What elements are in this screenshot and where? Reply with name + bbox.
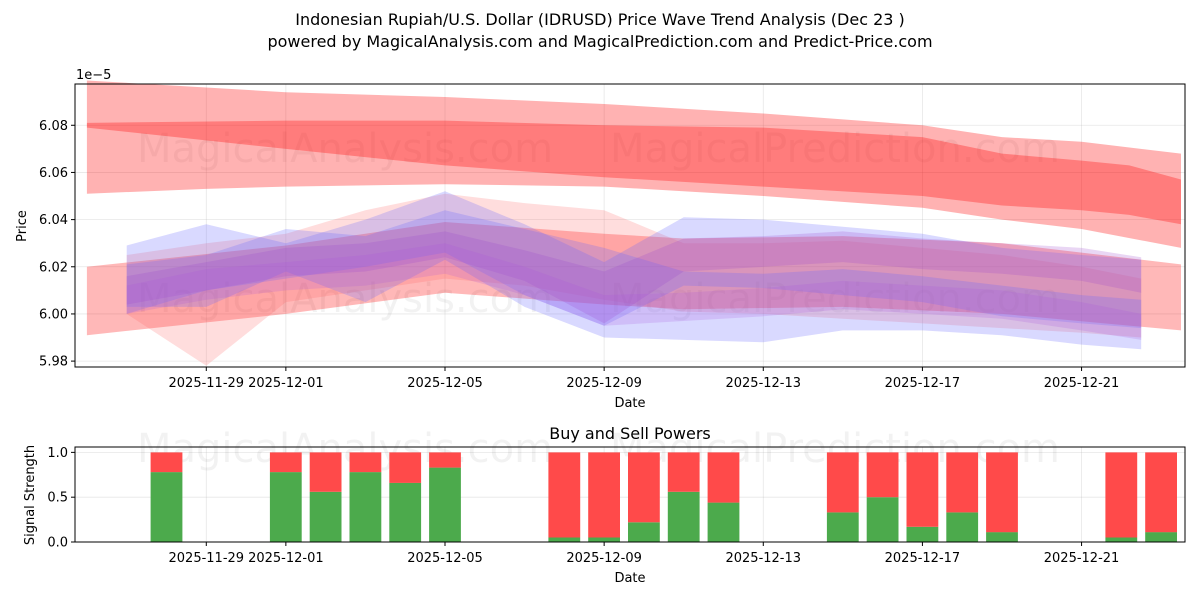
buy-power-bar <box>826 512 859 542</box>
buy-power-bar <box>707 502 740 542</box>
price-band-blue-band-1 <box>126 191 1142 329</box>
watermark-text: MagicalAnalysis.com <box>137 426 553 472</box>
buy-power-bar <box>667 491 700 542</box>
price-band-purple-band-1 <box>126 231 1142 324</box>
price-x-label: Date <box>614 396 645 411</box>
price-offset-label: 1e−5 <box>76 68 111 83</box>
buy-power-bar <box>349 472 382 542</box>
signal-x-tick-label: 2025-12-17 <box>885 551 961 566</box>
price-plot-area <box>75 84 1185 367</box>
sell-power-bar <box>150 452 183 473</box>
buy-power-bar <box>628 522 660 542</box>
price-y-tick-label: 6.04 <box>39 213 68 228</box>
signal-y-ticks: 0.0 0.5 1.0 <box>47 446 75 551</box>
price-axes-frame <box>74 83 1186 368</box>
buy-power-bar <box>548 537 581 542</box>
price-watermarks: MagicalAnalysis.com MagicalPrediction.com… <box>137 126 1060 322</box>
buy-power-bar <box>866 497 899 542</box>
sell-power-bar <box>667 452 700 492</box>
chart-title-line1: Indonesian Rupiah/U.S. Dollar (IDRUSD) P… <box>295 10 905 29</box>
sell-power-bar <box>826 452 859 513</box>
price-x-tick-label: 2025-12-05 <box>407 376 483 391</box>
price-x-tick-label: 2025-12-13 <box>725 376 801 391</box>
sell-power-bar <box>548 452 581 538</box>
price-band-red-mid-band <box>86 222 1181 336</box>
price-y-tick-label: 6.06 <box>39 166 68 181</box>
signal-bars <box>150 452 1177 542</box>
signal-x-tick-label: 2025-12-21 <box>1044 551 1120 566</box>
sell-power-bar <box>389 452 422 483</box>
signal-x-tick-label: 2025-12-09 <box>566 551 642 566</box>
price-band-red-light-band <box>126 193 1142 366</box>
signal-axes-frame <box>74 446 1186 543</box>
sell-power-bar <box>986 452 1018 533</box>
signal-x-tick-label: 2025-12-13 <box>725 551 801 566</box>
price-x-tick-label: 2025-12-21 <box>1044 376 1120 391</box>
sell-power-bar <box>946 452 979 513</box>
sell-power-bar <box>628 452 660 523</box>
price-x-tick-label: 2025-12-09 <box>566 376 642 391</box>
sell-power-bar <box>1145 452 1177 533</box>
sell-power-bar <box>309 452 342 492</box>
buy-power-bar <box>1145 532 1177 542</box>
chart-title-line2: powered by MagicalAnalysis.com and Magic… <box>267 32 932 51</box>
price-band-red-wide-band <box>86 80 1181 248</box>
price-x-tick-label: 2025-12-17 <box>885 376 961 391</box>
price-x-tick-label: 2025-12-01 <box>248 376 324 391</box>
signal-x-tick-label: 2025-11-29 <box>169 551 245 566</box>
buy-power-bar <box>389 482 422 542</box>
price-grid <box>75 84 1185 367</box>
sell-power-bar <box>429 452 461 468</box>
watermark-text: MagicalAnalysis.com <box>137 126 553 172</box>
sell-power-bar <box>349 452 382 473</box>
buy-power-bar <box>986 532 1018 542</box>
buy-power-bar <box>429 467 461 542</box>
price-y-tick-label: 5.98 <box>39 355 68 370</box>
price-x-ticks: 2025-11-29 2025-12-01 2025-12-05 2025-12-09… <box>169 367 1120 391</box>
watermark-text: MagicalPrediction.com <box>610 276 1060 322</box>
sell-power-bar <box>866 452 899 498</box>
price-axes: MagicalAnalysis.com MagicalPrediction.com… <box>15 68 1186 411</box>
price-x-tick-label: 2025-11-29 <box>169 376 245 391</box>
signal-x-tick-label: 2025-12-01 <box>248 551 324 566</box>
buy-power-bar <box>269 472 302 542</box>
price-y-tick-label: 6.02 <box>39 260 68 275</box>
sell-power-bar <box>1105 452 1138 538</box>
sell-power-bar <box>707 452 740 503</box>
signal-x-label: Date <box>614 571 645 586</box>
signal-y-tick-label: 1.0 <box>47 446 68 461</box>
signal-y-tick-label: 0.0 <box>47 536 68 551</box>
price-band-blue-band-2 <box>126 210 1142 350</box>
price-y-ticks: 5.98 6.00 6.02 6.04 6.06 6.08 <box>39 119 75 370</box>
signal-y-tick-label: 0.5 <box>47 491 68 506</box>
buy-power-bar <box>946 512 979 542</box>
signal-x-ticks: 2025-11-29 2025-12-01 2025-12-05 2025-12-09… <box>169 542 1120 566</box>
watermark-text: MagicalAnalysis.com <box>137 276 553 322</box>
signal-y-label: Signal Strength <box>23 445 38 545</box>
sell-power-bar <box>906 452 939 527</box>
buy-power-bar <box>309 491 342 542</box>
signal-chart-title: Buy and Sell Powers <box>549 424 711 443</box>
buy-power-bar <box>1105 537 1138 542</box>
price-bands <box>86 80 1181 366</box>
price-y-label: Price <box>15 210 30 242</box>
signal-x-tick-label: 2025-12-05 <box>407 551 483 566</box>
signal-axes: Buy and Sell Powers MagicalAnalysis.com M… <box>23 424 1186 586</box>
buy-power-bar <box>150 472 183 542</box>
price-band-purple-band-2 <box>126 243 1142 340</box>
buy-power-bar <box>906 526 939 542</box>
sell-power-bar <box>588 452 620 538</box>
price-band-red-core-band <box>86 120 1181 225</box>
sell-power-bar <box>269 452 302 473</box>
price-y-tick-label: 6.00 <box>39 307 68 322</box>
price-y-tick-label: 6.08 <box>39 119 68 134</box>
watermark-text: MagicalPrediction.com <box>610 126 1060 172</box>
buy-power-bar <box>588 537 620 542</box>
